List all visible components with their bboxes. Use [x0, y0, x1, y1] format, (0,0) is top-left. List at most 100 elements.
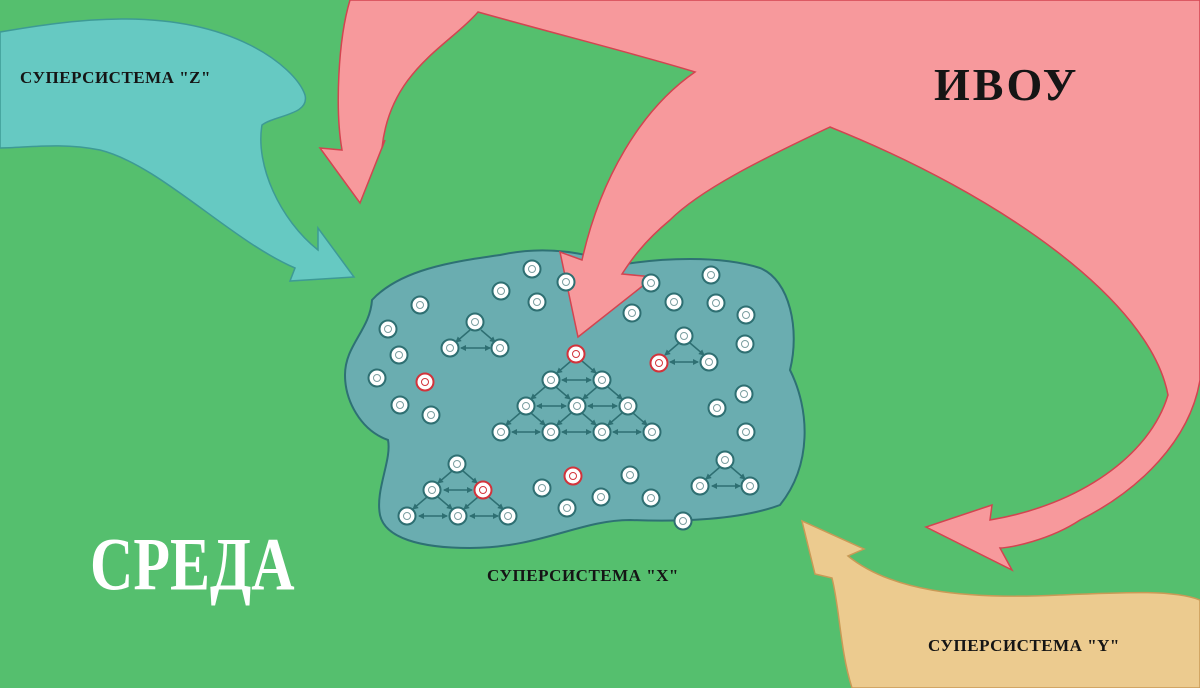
node-inner-ring — [384, 325, 392, 333]
circle-node-icon — [465, 312, 485, 332]
node-inner-ring — [396, 401, 404, 409]
node-inner-ring — [547, 428, 555, 436]
node-inner-ring — [573, 402, 581, 410]
environment-label: СРЕДА — [90, 523, 295, 606]
node-inner-ring — [626, 471, 634, 479]
node-inner-ring — [707, 271, 715, 279]
node-inner-ring — [705, 358, 713, 366]
supersystem-y-shape — [800, 519, 1200, 688]
node-inner-ring — [741, 340, 749, 348]
node-inner-ring — [395, 351, 403, 359]
circle-node-icon — [541, 422, 561, 442]
node-inner-ring — [496, 344, 504, 352]
node-inner-ring — [504, 512, 512, 520]
node-inner-ring — [522, 402, 530, 410]
nodes-group — [367, 259, 760, 531]
node-inner-ring — [453, 460, 461, 468]
circle-node-icon — [490, 338, 510, 358]
highlighted-node-icon — [473, 480, 493, 500]
circle-node-icon — [592, 422, 612, 442]
circle-node-icon — [410, 295, 430, 315]
node-inner-ring — [742, 428, 750, 436]
circle-node-icon — [389, 345, 409, 365]
node-inner-ring — [624, 402, 632, 410]
circle-node-icon — [378, 319, 398, 339]
node-inner-ring — [655, 359, 663, 367]
circle-node-icon — [641, 273, 661, 293]
circle-node-icon — [664, 292, 684, 312]
node-inner-ring — [572, 350, 580, 358]
circle-node-icon — [397, 506, 417, 526]
circle-node-icon — [567, 396, 587, 416]
node-inner-ring — [742, 311, 750, 319]
circle-node-icon — [367, 368, 387, 388]
circle-node-icon — [422, 480, 442, 500]
circle-node-icon — [707, 398, 727, 418]
circle-node-icon — [498, 506, 518, 526]
node-inner-ring — [746, 482, 754, 490]
node-inner-ring — [497, 428, 505, 436]
circle-node-icon — [618, 396, 638, 416]
node-inner-ring — [416, 301, 424, 309]
circle-node-icon — [522, 259, 542, 279]
node-inner-ring — [427, 411, 435, 419]
supersystem-x-label: СУПЕРСИСТЕМА "X" — [487, 566, 679, 585]
circle-node-icon — [734, 384, 754, 404]
node-inner-ring — [670, 298, 678, 306]
node-inner-ring — [563, 504, 571, 512]
node-inner-ring — [679, 517, 687, 525]
circle-node-icon — [491, 281, 511, 301]
circle-node-icon — [448, 506, 468, 526]
circle-node-icon — [390, 395, 410, 415]
node-inner-ring — [403, 512, 411, 520]
supersystem-z-label: СУПЕРСИСТЕМА "Z" — [20, 68, 211, 87]
node-inner-ring — [528, 265, 536, 273]
circle-node-icon — [440, 338, 460, 358]
node-inner-ring — [538, 484, 546, 492]
circle-node-icon — [674, 326, 694, 346]
supersystem-z-shape — [0, 18, 356, 282]
node-inner-ring — [597, 493, 605, 501]
highlighted-node-icon — [649, 353, 669, 373]
node-inner-ring — [471, 318, 479, 326]
circle-node-icon — [622, 303, 642, 323]
circle-node-icon — [541, 370, 561, 390]
circle-node-icon — [556, 272, 576, 292]
node-inner-ring — [647, 494, 655, 502]
circle-node-icon — [642, 422, 662, 442]
circle-node-icon — [740, 476, 760, 496]
highlighted-node-icon — [566, 344, 586, 364]
node-inner-ring — [421, 378, 429, 386]
circle-node-icon — [641, 488, 661, 508]
circle-node-icon — [706, 293, 726, 313]
circle-node-icon — [736, 305, 756, 325]
circle-node-icon — [532, 478, 552, 498]
node-inner-ring — [373, 374, 381, 382]
node-inner-ring — [479, 486, 487, 494]
node-inner-ring — [628, 309, 636, 317]
circle-node-icon — [591, 487, 611, 507]
node-inner-ring — [547, 376, 555, 384]
node-inner-ring — [454, 512, 462, 520]
node-inner-ring — [680, 332, 688, 340]
circle-node-icon — [557, 498, 577, 518]
highlighted-node-icon — [415, 372, 435, 392]
node-inner-ring — [533, 298, 541, 306]
circle-node-icon — [673, 511, 693, 531]
node-inner-ring — [497, 287, 505, 295]
circle-node-icon — [421, 405, 441, 425]
node-inner-ring — [428, 486, 436, 494]
node-inner-ring — [598, 428, 606, 436]
node-inner-ring — [721, 456, 729, 464]
circle-node-icon — [701, 265, 721, 285]
node-links — [412, 329, 746, 519]
circle-node-icon — [736, 422, 756, 442]
circle-node-icon — [516, 396, 536, 416]
circle-node-icon — [690, 476, 710, 496]
circle-node-icon — [699, 352, 719, 372]
circle-node-icon — [735, 334, 755, 354]
node-inner-ring — [598, 376, 606, 384]
circle-node-icon — [447, 454, 467, 474]
